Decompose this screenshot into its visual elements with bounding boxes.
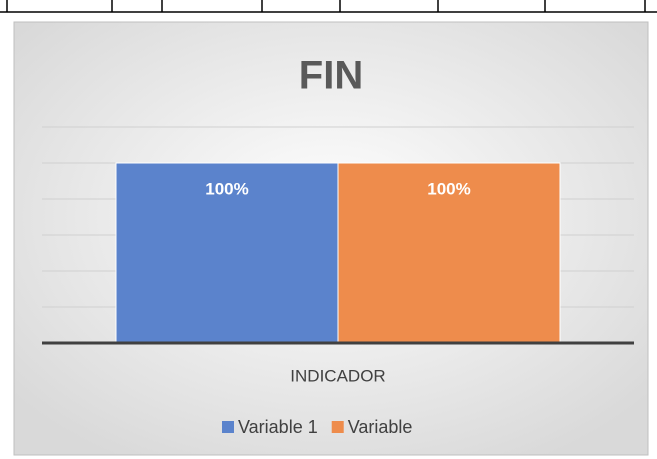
data-label: 100% <box>427 179 470 198</box>
legend-swatch <box>222 421 234 433</box>
legend-swatch <box>331 421 344 433</box>
table-row <box>0 0 657 13</box>
chart-title: FIN <box>299 54 363 98</box>
legend-label: Variable <box>348 417 413 437</box>
data-label: 100% <box>205 179 248 198</box>
legend-label: Variable 1 <box>238 417 318 437</box>
x-tick-label: INDICADOR <box>290 366 385 385</box>
bar <box>337 162 561 344</box>
